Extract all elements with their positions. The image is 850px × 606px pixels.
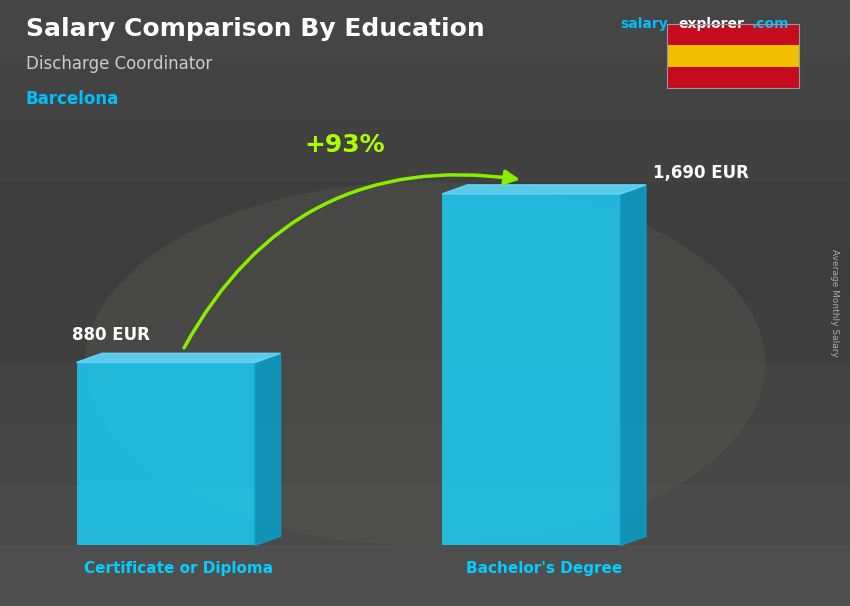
Polygon shape: [76, 353, 280, 362]
Bar: [0, 303, 850, 364]
Polygon shape: [255, 353, 280, 545]
Bar: [0, 61, 850, 121]
Bar: [667, 24, 799, 88]
Polygon shape: [442, 185, 646, 194]
Text: +93%: +93%: [304, 133, 384, 158]
Text: Barcelona: Barcelona: [26, 90, 119, 108]
Text: Certificate or Diploma: Certificate or Diploma: [84, 561, 273, 576]
Polygon shape: [442, 194, 620, 545]
Bar: [0, 182, 850, 242]
Text: explorer: explorer: [678, 17, 745, 31]
Bar: [0, 485, 850, 545]
Text: Discharge Coordinator: Discharge Coordinator: [26, 55, 212, 73]
Text: .com: .com: [751, 17, 789, 31]
Bar: [0, 121, 850, 182]
Text: salary: salary: [620, 17, 668, 31]
Bar: [0, 242, 850, 303]
Bar: [0, 364, 850, 424]
Bar: [0, 545, 850, 606]
Ellipse shape: [85, 182, 765, 545]
Bar: [667, 24, 799, 45]
Bar: [667, 45, 799, 67]
Text: Average Monthly Salary: Average Monthly Salary: [830, 249, 839, 357]
Polygon shape: [76, 362, 255, 545]
Text: 1,690 EUR: 1,690 EUR: [653, 164, 749, 182]
Text: Salary Comparison By Education: Salary Comparison By Education: [26, 17, 484, 41]
Text: 880 EUR: 880 EUR: [72, 326, 150, 344]
Bar: [0, 0, 850, 61]
Polygon shape: [620, 185, 646, 545]
Bar: [667, 67, 799, 88]
Bar: [0, 424, 850, 485]
Text: Bachelor's Degree: Bachelor's Degree: [466, 561, 622, 576]
